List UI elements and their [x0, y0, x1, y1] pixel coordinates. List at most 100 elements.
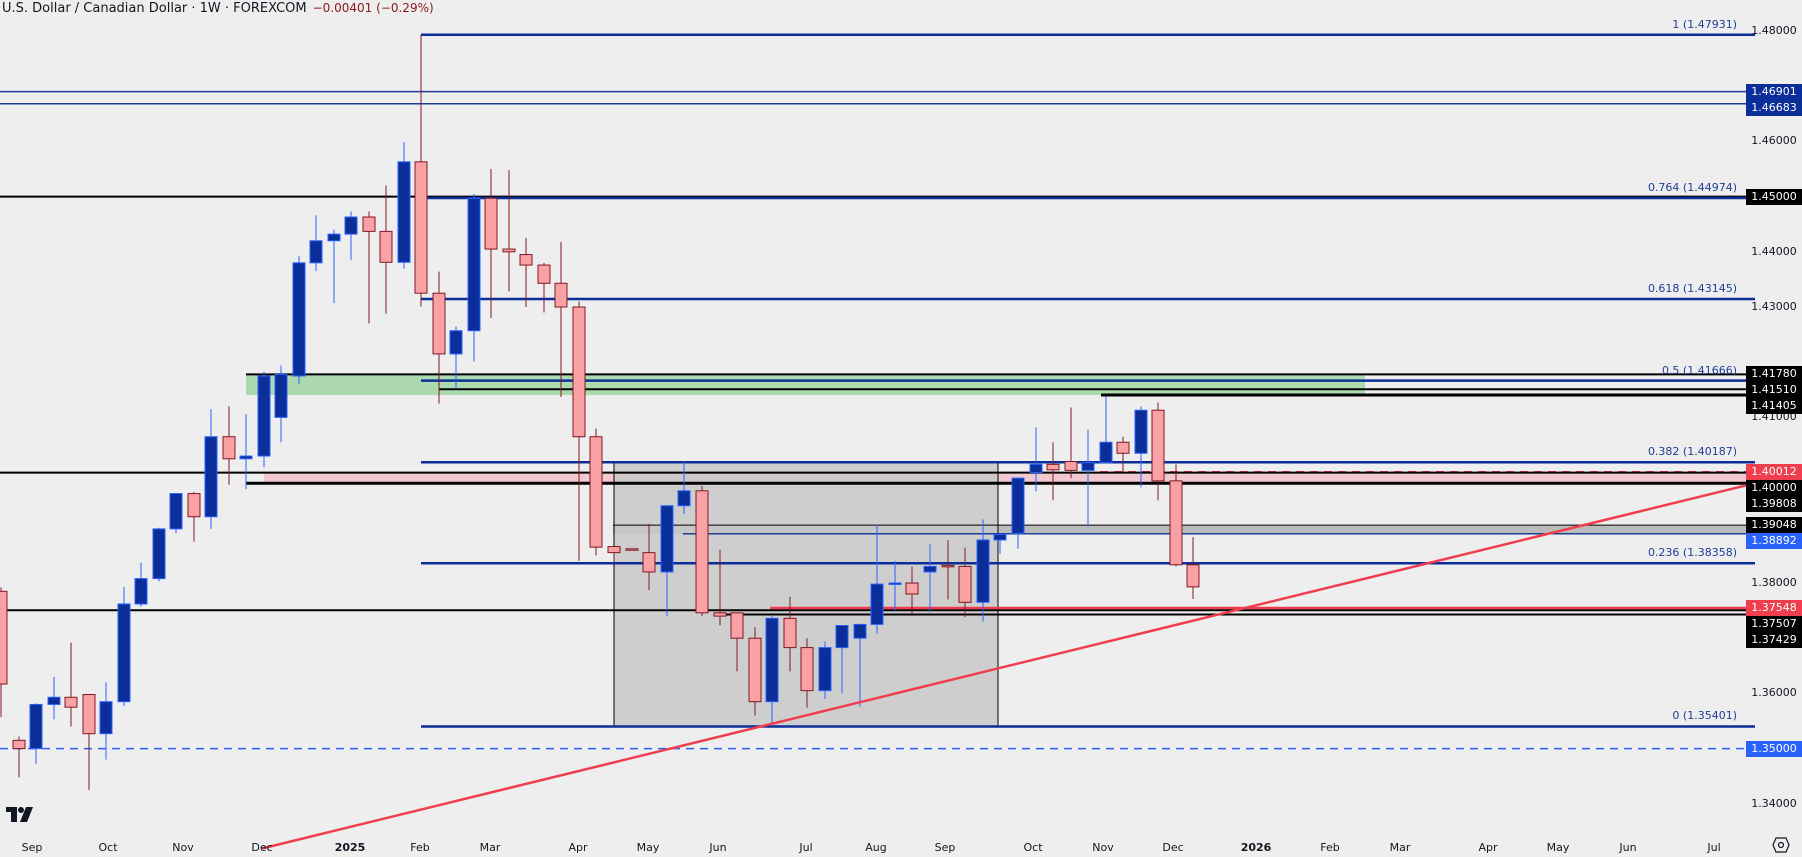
time-tick-label: Jul: [799, 841, 813, 854]
green-support-zone[interactable]: [246, 374, 1365, 396]
candle-bearish[interactable]: [800, 638, 814, 708]
candle-bullish[interactable]: [47, 676, 61, 720]
candle-bullish[interactable]: [888, 560, 902, 611]
candle-bearish[interactable]: [82, 694, 96, 790]
candle-bearish[interactable]: [642, 523, 656, 591]
fib-label: 0.5 (1.41666): [1661, 363, 1737, 377]
candle-bearish[interactable]: [379, 185, 393, 314]
time-tick-label: May: [636, 841, 660, 854]
candle-bullish[interactable]: [467, 193, 481, 362]
symbol-title[interactable]: U.S. Dollar / Canadian Dollar · 1W · FOR…: [2, 1, 307, 16]
time-tick-label: Dec: [1162, 841, 1184, 854]
candle-bearish[interactable]: [748, 627, 762, 716]
candle-bearish[interactable]: [432, 271, 446, 404]
candle-bullish[interactable]: [344, 211, 358, 261]
candle-bearish[interactable]: [414, 34, 428, 307]
candle-bearish[interactable]: [1169, 464, 1183, 567]
time-tick-label: Oct: [1023, 841, 1043, 854]
candle-bullish[interactable]: [660, 505, 674, 617]
candle-bearish[interactable]: [484, 169, 498, 319]
candle-bearish[interactable]: [1151, 402, 1165, 501]
price-level-badge: 1.40000: [1746, 479, 1802, 496]
candle-bullish[interactable]: [818, 641, 832, 699]
price-level-badge: 1.41405: [1746, 398, 1802, 415]
candle-bullish[interactable]: [117, 586, 131, 707]
candle-bullish[interactable]: [870, 524, 884, 634]
candle-bearish[interactable]: [713, 549, 727, 626]
candle-bearish[interactable]: [554, 241, 568, 397]
candle-bullish[interactable]: [1011, 477, 1025, 549]
candle-bullish[interactable]: [765, 616, 779, 727]
tradingview-logo[interactable]: [6, 805, 36, 823]
candle-bearish[interactable]: [1064, 407, 1078, 479]
candle-bearish[interactable]: [537, 262, 551, 313]
time-tick-label: Sep: [21, 841, 43, 854]
candle-bearish[interactable]: [12, 736, 26, 778]
candle-bearish[interactable]: [222, 406, 236, 485]
candle-bullish[interactable]: [853, 623, 867, 707]
candle-bearish[interactable]: [502, 170, 516, 292]
price-level-badge: 1.38892: [1746, 533, 1802, 550]
candle-bullish[interactable]: [309, 215, 323, 272]
time-tick-label: Jul: [1707, 841, 1721, 854]
time-tick-label: Nov: [172, 841, 194, 854]
candle-bullish[interactable]: [292, 256, 306, 385]
time-tick-label: Jun: [1619, 841, 1637, 854]
candle-bearish[interactable]: [783, 596, 797, 672]
fib-label: 0.382 (1.40187): [1647, 445, 1737, 459]
pink-zone[interactable]: [264, 471, 1755, 484]
time-tick-label: Dec: [251, 841, 273, 854]
price-tick-label: 1.36000: [1751, 686, 1797, 700]
tradingview-logo-icon: [6, 807, 33, 822]
candle-bearish[interactable]: [607, 546, 621, 564]
candle-bullish[interactable]: [169, 493, 183, 534]
candle-bullish[interactable]: [397, 141, 411, 269]
candle-bearish[interactable]: [625, 548, 639, 551]
candle-bullish[interactable]: [152, 527, 166, 582]
candle-bearish[interactable]: [589, 428, 603, 556]
candle-bearish[interactable]: [187, 491, 201, 542]
candle-bearish[interactable]: [362, 211, 376, 324]
candle-bearish[interactable]: [958, 547, 972, 618]
candle-bullish[interactable]: [993, 533, 1007, 554]
candle-bullish[interactable]: [134, 562, 148, 607]
price-level-badge: 1.41780: [1746, 366, 1802, 383]
candle-bullish[interactable]: [1134, 406, 1148, 488]
candle-bullish[interactable]: [677, 461, 691, 514]
candle-bullish[interactable]: [204, 409, 218, 529]
candle-bearish[interactable]: [1186, 537, 1200, 600]
candle-bullish[interactable]: [29, 703, 43, 765]
candle-bearish[interactable]: [519, 238, 533, 307]
candle-bullish[interactable]: [449, 326, 463, 390]
candle-bearish[interactable]: [0, 587, 8, 718]
settings-hexagon-icon[interactable]: [1772, 837, 1790, 853]
candle-bullish[interactable]: [257, 371, 271, 468]
candle-bullish[interactable]: [239, 414, 253, 490]
candle-bearish[interactable]: [64, 642, 78, 727]
time-tick-label: Nov: [1092, 841, 1114, 854]
fib-label: 1 (1.47931): [1672, 17, 1737, 31]
candle-bearish[interactable]: [1046, 442, 1060, 501]
candle-bullish[interactable]: [976, 519, 990, 622]
candle-bullish[interactable]: [1029, 427, 1043, 492]
candle-bearish[interactable]: [941, 539, 955, 600]
candle-bullish[interactable]: [835, 625, 849, 694]
candle-bearish[interactable]: [572, 301, 586, 561]
gray-band[interactable]: [613, 525, 1755, 534]
price-tick-label: 1.34000: [1751, 796, 1797, 810]
ascending-trendline[interactable]: [261, 481, 1756, 850]
candle-bearish[interactable]: [1116, 436, 1130, 473]
candle-bearish[interactable]: [695, 485, 709, 617]
candle-bullish[interactable]: [1099, 396, 1113, 464]
candle-bearish[interactable]: [905, 566, 919, 617]
time-tick-label: Aug: [865, 841, 887, 854]
time-tick-label: Apr: [568, 841, 588, 854]
candle-bullish[interactable]: [99, 682, 113, 760]
candle-bullish[interactable]: [1081, 429, 1095, 527]
candle-bullish[interactable]: [327, 229, 341, 304]
candle-bullish[interactable]: [274, 365, 288, 443]
candle-bearish[interactable]: [730, 612, 744, 672]
candle-bullish[interactable]: [923, 544, 937, 613]
